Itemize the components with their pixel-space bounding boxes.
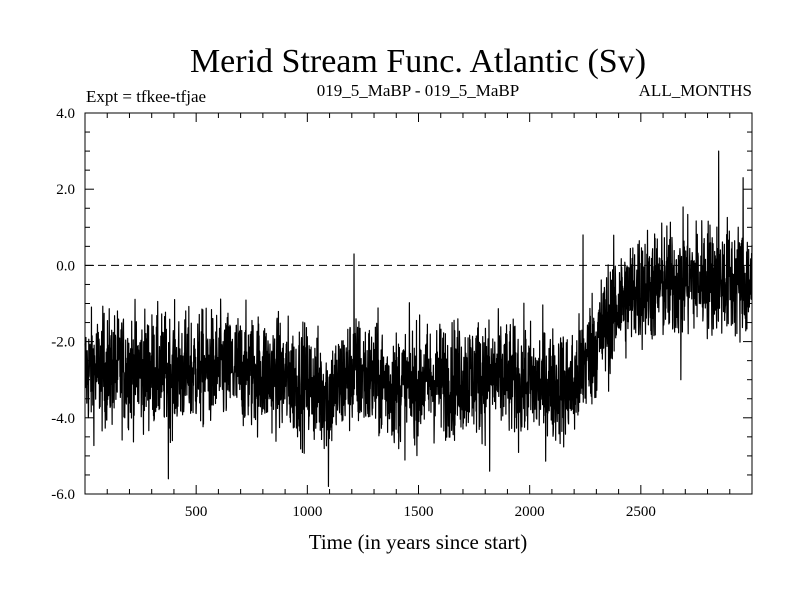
series-line	[84, 150, 753, 487]
axes: 500 1000 1500 2000 2500 -6.0 -4.0 -2.0 0.0 2.0 4.0	[51, 106, 753, 520]
y-tick-label: -6.0	[51, 487, 75, 503]
x-tick-label: 2500	[626, 504, 656, 520]
x-tick-label: 2000	[515, 504, 545, 520]
chart-title: Merid Stream Func. Atlantic (Sv)	[190, 43, 646, 80]
chart-subtitle-center: 019_5_MaBP - 019_5_MaBP	[317, 81, 519, 100]
chart-subtitle-left: Expt = tfkee-tfjae	[86, 87, 206, 106]
y-tick-label: -4.0	[51, 411, 75, 427]
x-tick-label: 1000	[292, 504, 322, 520]
y-tick-label: 4.0	[56, 106, 75, 122]
x-tick-label: 500	[185, 504, 208, 520]
y-tick-label: -2.0	[51, 335, 75, 351]
y-tick-label: 2.0	[56, 182, 75, 198]
x-axis-label: Time (in years since start)	[309, 530, 528, 554]
x-tick-label: 1500	[404, 504, 434, 520]
y-tick-label: 0.0	[56, 258, 75, 274]
chart-subtitle-right: ALL_MONTHS	[639, 81, 752, 100]
plot-area	[84, 150, 753, 487]
